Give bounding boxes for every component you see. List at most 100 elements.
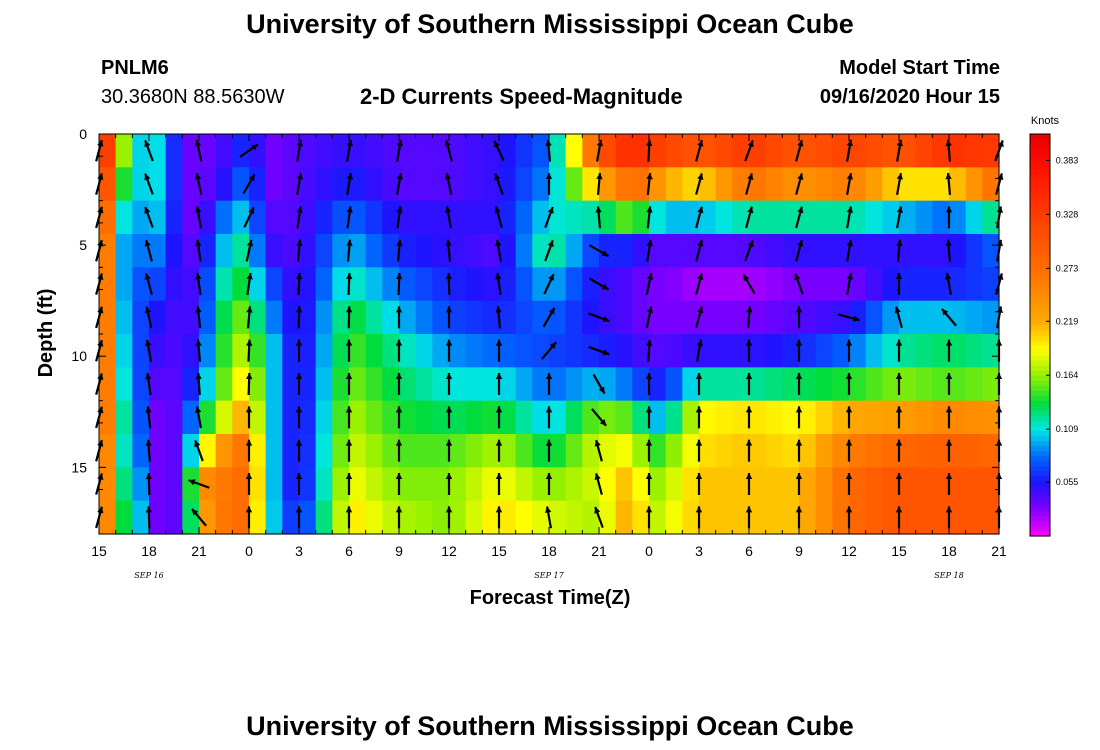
heatmap-cell	[182, 367, 200, 402]
heatmap-cell	[199, 367, 217, 402]
heatmap-cell	[915, 434, 933, 468]
heatmap-cell	[649, 334, 667, 368]
heatmap-cell	[549, 500, 567, 535]
heatmap-cell	[565, 367, 583, 402]
velocity-arrow	[195, 272, 202, 296]
heatmap-cell	[515, 267, 533, 302]
heatmap-cell	[415, 234, 433, 268]
velocity-arrow	[545, 373, 553, 395]
axes: 15 18 21 0 3 6 9 12 15 18 21 0 3 6 9 12 15 18 21 SEP 16 SEP …	[71, 126, 1007, 580]
heatmap-cell	[615, 334, 633, 368]
heatmap-cell	[982, 200, 1000, 235]
colorbar-segment	[1030, 224, 1050, 231]
heatmap-cell	[449, 367, 467, 402]
velocity-arrow	[239, 143, 259, 158]
heatmap-cell	[615, 467, 633, 502]
colorbar-tick-label: 0.109	[1056, 424, 1079, 434]
heatmap-cell	[982, 434, 1000, 468]
heatmap-cell	[132, 167, 150, 202]
heatmap-cell	[132, 400, 150, 435]
heatmap-cell	[782, 200, 800, 235]
heatmap-cell	[332, 500, 350, 535]
heatmap-cell	[165, 500, 183, 535]
velocity-arrow	[444, 173, 453, 195]
heatmap-cell	[632, 200, 650, 235]
heatmap-cell	[532, 267, 550, 302]
x-tick-label: 15	[891, 543, 907, 559]
velocity-arrow	[245, 406, 253, 429]
heatmap-cell	[899, 434, 917, 468]
heatmap-cell	[799, 434, 817, 468]
heatmap-cell	[115, 467, 133, 502]
heatmap-cell	[849, 434, 867, 468]
heatmap-cell	[749, 367, 767, 402]
colorbar-segment	[1030, 134, 1050, 140]
heatmap-cell	[632, 300, 650, 335]
heatmap-cell	[482, 234, 500, 268]
heatmap-cell	[382, 267, 400, 302]
heatmap-cell	[115, 334, 133, 368]
heatmap-cell	[349, 167, 367, 202]
heatmap-cell	[382, 134, 400, 168]
velocity-arrow	[445, 506, 453, 529]
heatmap-cell	[749, 467, 767, 502]
heatmap-cell	[432, 134, 450, 168]
heatmap-cell	[449, 267, 467, 302]
colorbar-segment	[1030, 455, 1050, 462]
heatmap-cell	[382, 334, 400, 368]
heatmap-cell	[432, 200, 450, 235]
velocity-arrow	[846, 172, 854, 196]
heatmap-cell	[849, 234, 867, 268]
heatmap-cell	[549, 400, 567, 435]
heatmap-cell	[432, 500, 450, 535]
heatmap-cell	[465, 400, 483, 435]
heatmap-cell	[699, 400, 717, 435]
velocity-arrow	[495, 373, 503, 395]
colorbar-segment	[1030, 219, 1050, 226]
heatmap-cell	[232, 134, 250, 168]
x-tick-label: 21	[191, 543, 207, 559]
heatmap-cell	[699, 367, 717, 402]
heatmap-cell	[515, 500, 533, 535]
heatmap-cell	[599, 167, 617, 202]
heatmap-cell	[732, 500, 750, 535]
heatmap-cell	[315, 334, 333, 368]
velocity-arrow	[245, 506, 253, 529]
heatmap-cell	[765, 300, 783, 335]
x-tick-label: 15	[91, 543, 107, 559]
heatmap-cell	[182, 200, 200, 235]
velocity-arrow	[795, 506, 803, 529]
heatmap-cell	[465, 267, 483, 302]
velocity-arrow	[445, 406, 453, 429]
velocity-arrow	[592, 373, 606, 395]
heatmap-cell	[199, 234, 217, 268]
heatmap-cell	[765, 434, 783, 468]
heatmap-cell	[365, 467, 383, 502]
heatmap-cell	[932, 467, 950, 502]
velocity-arrow	[846, 139, 854, 162]
heatmap-cell	[515, 134, 533, 168]
heatmap-cell	[699, 167, 717, 202]
heatmap-cell	[315, 400, 333, 435]
heatmap-cell	[382, 200, 400, 235]
heatmap-cell	[165, 300, 183, 335]
velocity-arrow	[945, 339, 953, 362]
heatmap-cell	[565, 300, 583, 335]
velocity-arrow	[695, 373, 703, 395]
heatmap-cell	[732, 367, 750, 402]
heatmap-cell	[932, 167, 950, 202]
velocity-arrow	[144, 273, 153, 295]
heatmap-cell	[765, 400, 783, 435]
heatmap-cell	[265, 334, 283, 368]
x-tick-label: 18	[141, 543, 157, 559]
velocity-arrow	[695, 239, 704, 262]
heatmap-cell	[449, 400, 467, 435]
heatmap-cell	[532, 400, 550, 435]
heatmap-cell	[382, 500, 400, 535]
heatmap-cell	[249, 334, 267, 368]
heatmap-cell	[582, 367, 600, 402]
heatmap-cell	[149, 167, 167, 202]
heatmap-cell	[215, 367, 233, 402]
colorbar-segment	[1030, 294, 1050, 301]
velocity-arrow	[495, 439, 503, 462]
